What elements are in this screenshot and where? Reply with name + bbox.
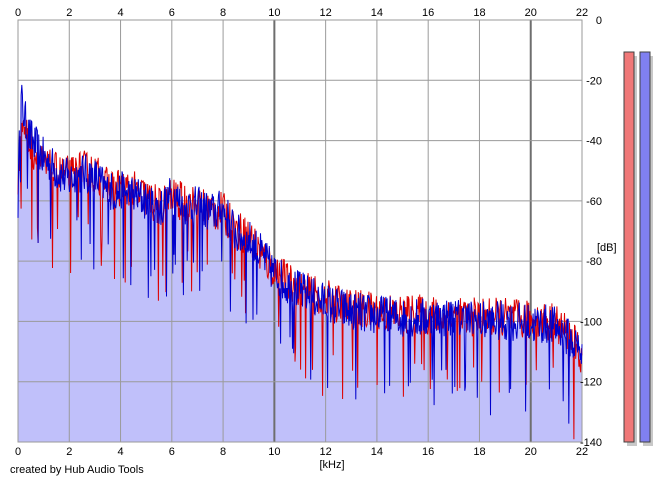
left-level-meter: [623, 51, 635, 443]
grid-layer: [17, 19, 583, 443]
x-axis-label: [kHz]: [319, 459, 344, 471]
y-tick-label: -140: [580, 437, 602, 449]
y-axis-label: [dB]: [597, 242, 617, 254]
x-tick-label-bottom: 22: [576, 446, 588, 458]
x-tick-label-top: 4: [117, 7, 123, 19]
credit-text: created by Hub Audio Tools: [10, 464, 144, 476]
y-tick-label: 0: [596, 15, 602, 27]
x-tick-label-bottom: 2: [66, 446, 72, 458]
y-tick-label: -40: [586, 136, 602, 148]
x-tick-label-bottom: 6: [169, 446, 175, 458]
x-tick-label-top: 10: [268, 7, 280, 19]
x-tick-label-top: 20: [525, 7, 537, 19]
x-tick-label-top: 0: [15, 7, 21, 19]
x-tick-label-top: 6: [169, 7, 175, 19]
x-tick-label-top: 22: [576, 7, 588, 19]
x-ticks-top: 0 2 4 6 8 10 12 14 16 18 20 22: [15, 7, 588, 19]
x-tick-label-bottom: 16: [422, 446, 434, 458]
x-tick-label-bottom: 12: [320, 446, 332, 458]
x-tick-label-bottom: 4: [117, 446, 123, 458]
x-tick-label-bottom: 14: [371, 446, 383, 458]
x-tick-label-top: 14: [371, 7, 383, 19]
y-tick-label: -60: [586, 196, 602, 208]
x-tick-label-bottom: 8: [220, 446, 226, 458]
x-tick-label-bottom: 20: [525, 446, 537, 458]
x-tick-label-bottom: 10: [268, 446, 280, 458]
y-tick-label: -80: [586, 256, 602, 268]
series-layer: [17, 84, 583, 440]
x-tick-label-top: 2: [66, 7, 72, 19]
level-meters: [623, 51, 653, 446]
x-ticks-bottom: 0 2 4 6 8 10 12 14 16 18 20 22: [15, 446, 588, 458]
x-tick-label-bottom: 18: [473, 446, 485, 458]
y-ticks-right: 0 -20 -40 -60 -80 -100 -120 -140: [580, 15, 602, 449]
x-tick-label-bottom: 0: [15, 446, 21, 458]
y-tick-label: -20: [586, 75, 602, 87]
y-tick-label: -120: [580, 377, 602, 389]
x-tick-label-top: 16: [422, 7, 434, 19]
series-red-line: [17, 119, 583, 440]
x-tick-label-top: 18: [473, 7, 485, 19]
x-tick-label-top: 8: [220, 7, 226, 19]
series-blue-line: [17, 84, 583, 424]
y-tick-label: -100: [580, 316, 602, 328]
right-level-meter: [639, 51, 651, 443]
x-tick-label-top: 12: [320, 7, 332, 19]
